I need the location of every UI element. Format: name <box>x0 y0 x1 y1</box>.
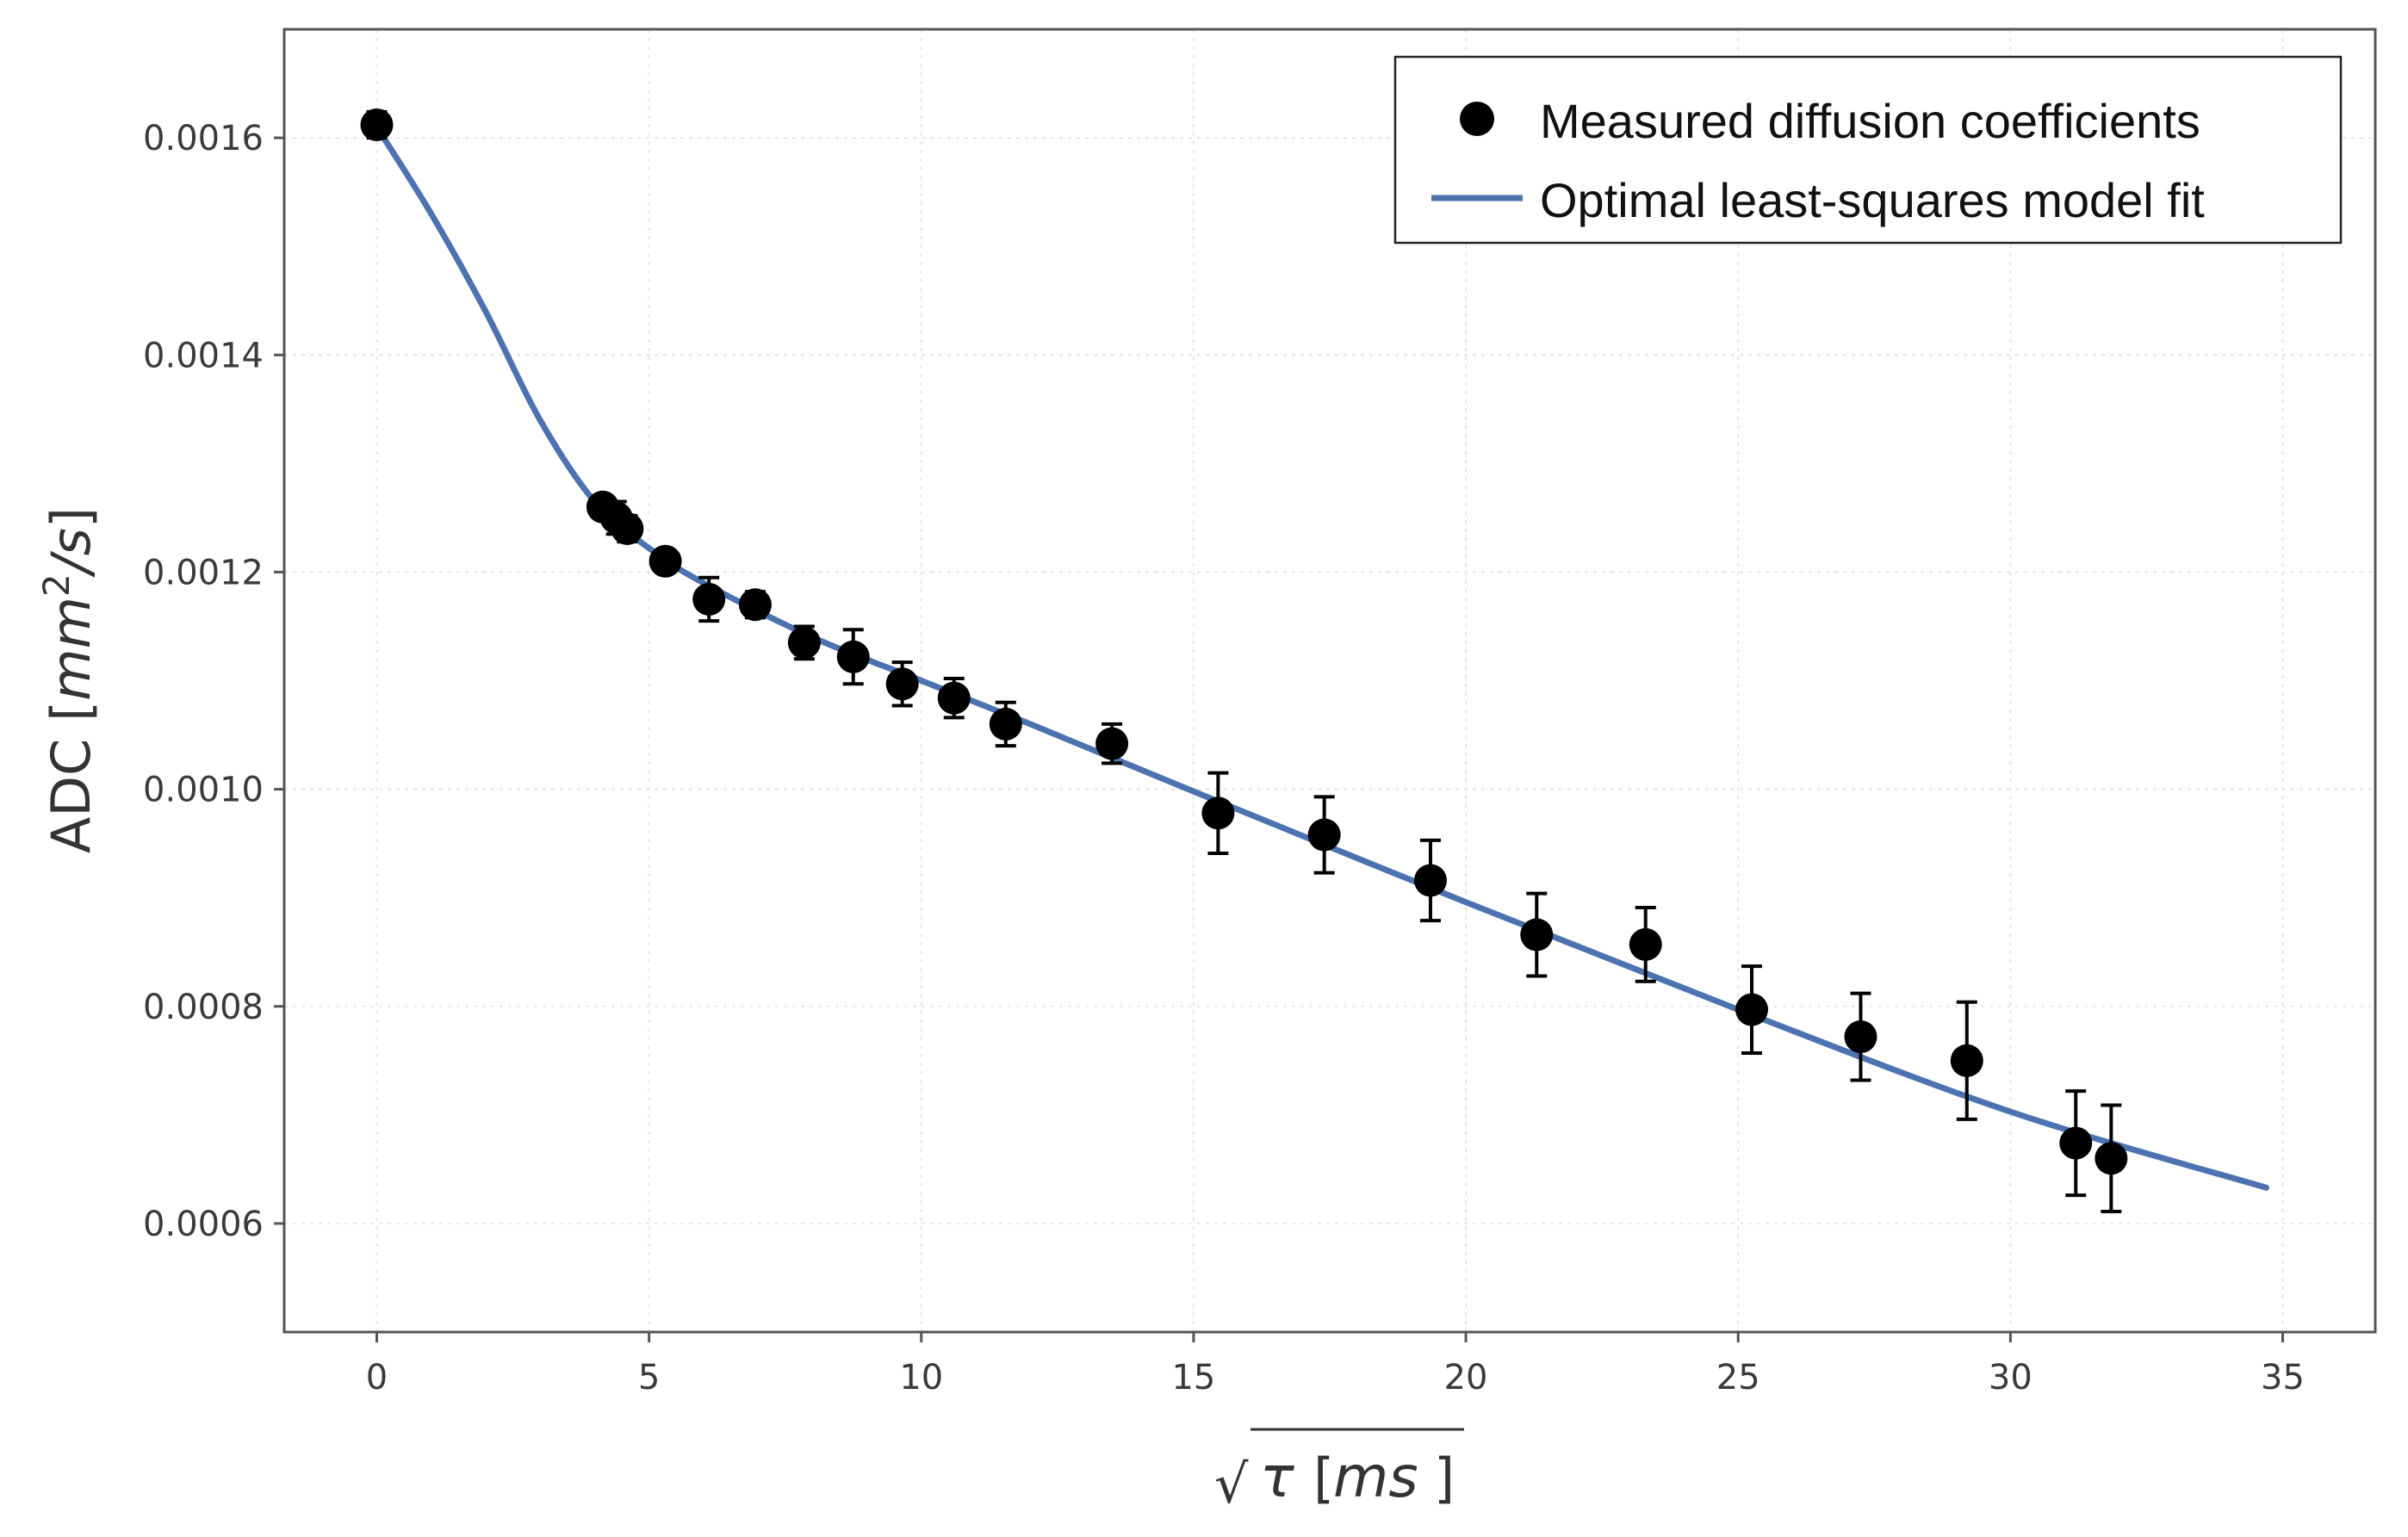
data-point <box>1950 1000 1983 1121</box>
data-point-marker <box>1950 1044 1983 1077</box>
data-point-marker <box>2059 1126 2093 1160</box>
x-tick-label: 0 <box>366 1358 388 1398</box>
y-axis-label-prefix: ADC [ <box>40 701 102 853</box>
data-point <box>738 588 772 622</box>
data-point-marker <box>738 588 772 622</box>
legend-label-points: Measured diffusion coefficients <box>1540 94 2200 148</box>
data-point-marker <box>1413 864 1447 897</box>
plot-area-frame <box>282 28 2377 1334</box>
legend-marker-points <box>1460 102 1494 136</box>
x-axis-ticks: 0 5 10 15 20 25 30 35 <box>366 1332 2305 1398</box>
x-axis-label-unit: ms <box>1333 1444 1418 1510</box>
data-point <box>692 575 726 623</box>
y-axis-label: ADC [mm2/s] <box>35 507 102 853</box>
y-axis-label-unit-suffix: /s <box>40 528 102 578</box>
x-tick-label: 10 <box>899 1358 943 1398</box>
data-point-marker <box>1201 796 1235 830</box>
legend-box <box>1393 55 2343 245</box>
y-tick-label: 0.0012 <box>143 553 264 592</box>
x-tick-label: 15 <box>1171 1358 1215 1398</box>
data-point <box>1413 838 1447 923</box>
x-tick-label: 35 <box>2261 1358 2305 1398</box>
x-axis-label-tau: τ <box>1260 1444 1295 1510</box>
x-axis-label-sqrt: √ <box>1214 1453 1249 1515</box>
data-point <box>1201 771 1235 855</box>
data-point <box>989 700 1022 748</box>
y-axis-label-unit-base: mm <box>40 597 102 701</box>
data-point <box>1095 722 1129 765</box>
data-point <box>836 628 870 686</box>
data-point <box>1307 795 1341 875</box>
data-point <box>787 624 821 661</box>
y-axis-label-text: ADC [mm2/s] <box>35 507 102 853</box>
data-point-marker <box>787 626 821 660</box>
data-point-marker <box>1520 918 1554 951</box>
x-tick-label: 25 <box>1716 1358 1760 1398</box>
data-point-marker <box>692 582 726 616</box>
x-tick-label: 20 <box>1444 1358 1488 1398</box>
data-point <box>360 108 394 141</box>
y-tick-label: 0.0006 <box>143 1205 264 1244</box>
data-point-marker <box>2095 1142 2128 1175</box>
grid <box>284 29 2375 1332</box>
x-tick-label: 30 <box>1989 1358 2033 1398</box>
legend-label-fit-line: Optimal least-squares model fit <box>1540 173 2205 227</box>
x-axis-label-open-bracket: [ <box>1313 1447 1334 1509</box>
y-axis-label-unit-exp: 2 <box>35 573 78 597</box>
y-axis-ticks: 0.0006 0.0008 0.0010 0.0012 0.0014 0.0016 <box>143 119 284 1244</box>
data-point <box>1520 891 1554 978</box>
y-tick-label: 0.0016 <box>143 119 264 158</box>
data-point <box>2095 1103 2128 1214</box>
data-point-marker <box>649 544 682 578</box>
data-point-marker <box>1735 993 1769 1026</box>
data-point <box>937 676 971 720</box>
data-point <box>1629 906 1662 983</box>
data-point <box>611 511 644 545</box>
data-point <box>649 544 682 578</box>
y-tick-label: 0.0008 <box>143 988 264 1027</box>
data-point <box>2059 1089 2093 1198</box>
y-tick-label: 0.0014 <box>143 336 264 375</box>
data-points-layer <box>360 108 2128 1214</box>
data-point <box>1844 991 1877 1082</box>
data-point <box>1735 964 1769 1055</box>
data-point-marker <box>1844 1020 1877 1054</box>
data-point-marker <box>989 707 1022 741</box>
y-tick-label: 0.0010 <box>143 771 264 810</box>
data-point <box>885 660 919 708</box>
data-point-marker <box>885 667 919 701</box>
data-point-marker <box>937 681 971 715</box>
data-point-marker <box>1629 927 1662 961</box>
x-tick-label: 5 <box>638 1358 660 1398</box>
data-point-marker <box>360 108 394 141</box>
x-axis-label: √ τ [ ms ] <box>1214 1428 1464 1515</box>
y-axis-label-close: ] <box>40 507 102 528</box>
data-point-marker <box>1095 727 1129 760</box>
data-point-marker <box>1307 818 1341 852</box>
x-axis-label-close-bracket: ] <box>1434 1447 1455 1509</box>
data-point-marker <box>611 511 644 545</box>
legend: Measured diffusion coefficients Optimal … <box>1393 55 2343 245</box>
data-point-marker <box>836 640 870 673</box>
